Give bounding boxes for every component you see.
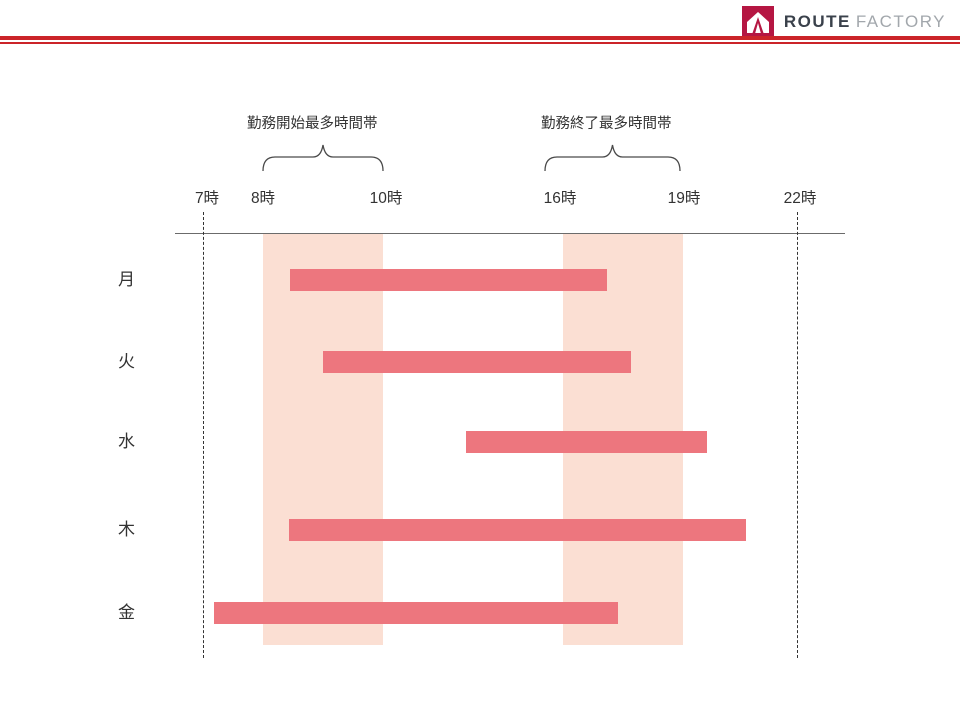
dashed-gridline <box>797 212 798 658</box>
day-label: 木 <box>118 520 135 539</box>
brace-icon <box>544 144 681 172</box>
time-tick-label: 10時 <box>369 190 403 207</box>
annotation-label: 勤務終了最多時間帯 <box>541 116 672 132</box>
work-bar <box>289 519 746 541</box>
logo-text: ROUTE FACTORY <box>784 12 946 32</box>
work-bar <box>214 602 618 624</box>
time-tick-label: 22時 <box>783 190 817 207</box>
day-label: 月 <box>118 270 135 289</box>
axis-line <box>175 233 845 234</box>
work-bar <box>323 351 631 373</box>
dashed-gridline <box>203 212 204 658</box>
work-bar <box>290 269 607 291</box>
highlight-band <box>263 233 383 645</box>
brace-icon <box>262 144 384 172</box>
time-tick-label: 7時 <box>194 190 220 207</box>
time-tick-label: 19時 <box>667 190 701 207</box>
day-label: 金 <box>118 603 135 622</box>
header-rule-thin <box>0 42 960 44</box>
header-rule-thick <box>0 36 960 40</box>
work-bar <box>466 431 707 453</box>
route-factory-logo: ROUTE FACTORY <box>741 6 946 38</box>
annotation-label: 勤務開始最多時間帯 <box>247 116 378 132</box>
day-label: 水 <box>118 432 135 451</box>
time-tick-label: 16時 <box>543 190 577 207</box>
time-tick-label: 8時 <box>250 190 276 207</box>
route-factory-house-icon <box>741 6 774 38</box>
logo-factory-label: FACTORY <box>855 12 946 31</box>
header-rule <box>0 36 960 44</box>
logo-route-label: ROUTE <box>783 12 851 31</box>
day-label: 火 <box>118 352 135 371</box>
